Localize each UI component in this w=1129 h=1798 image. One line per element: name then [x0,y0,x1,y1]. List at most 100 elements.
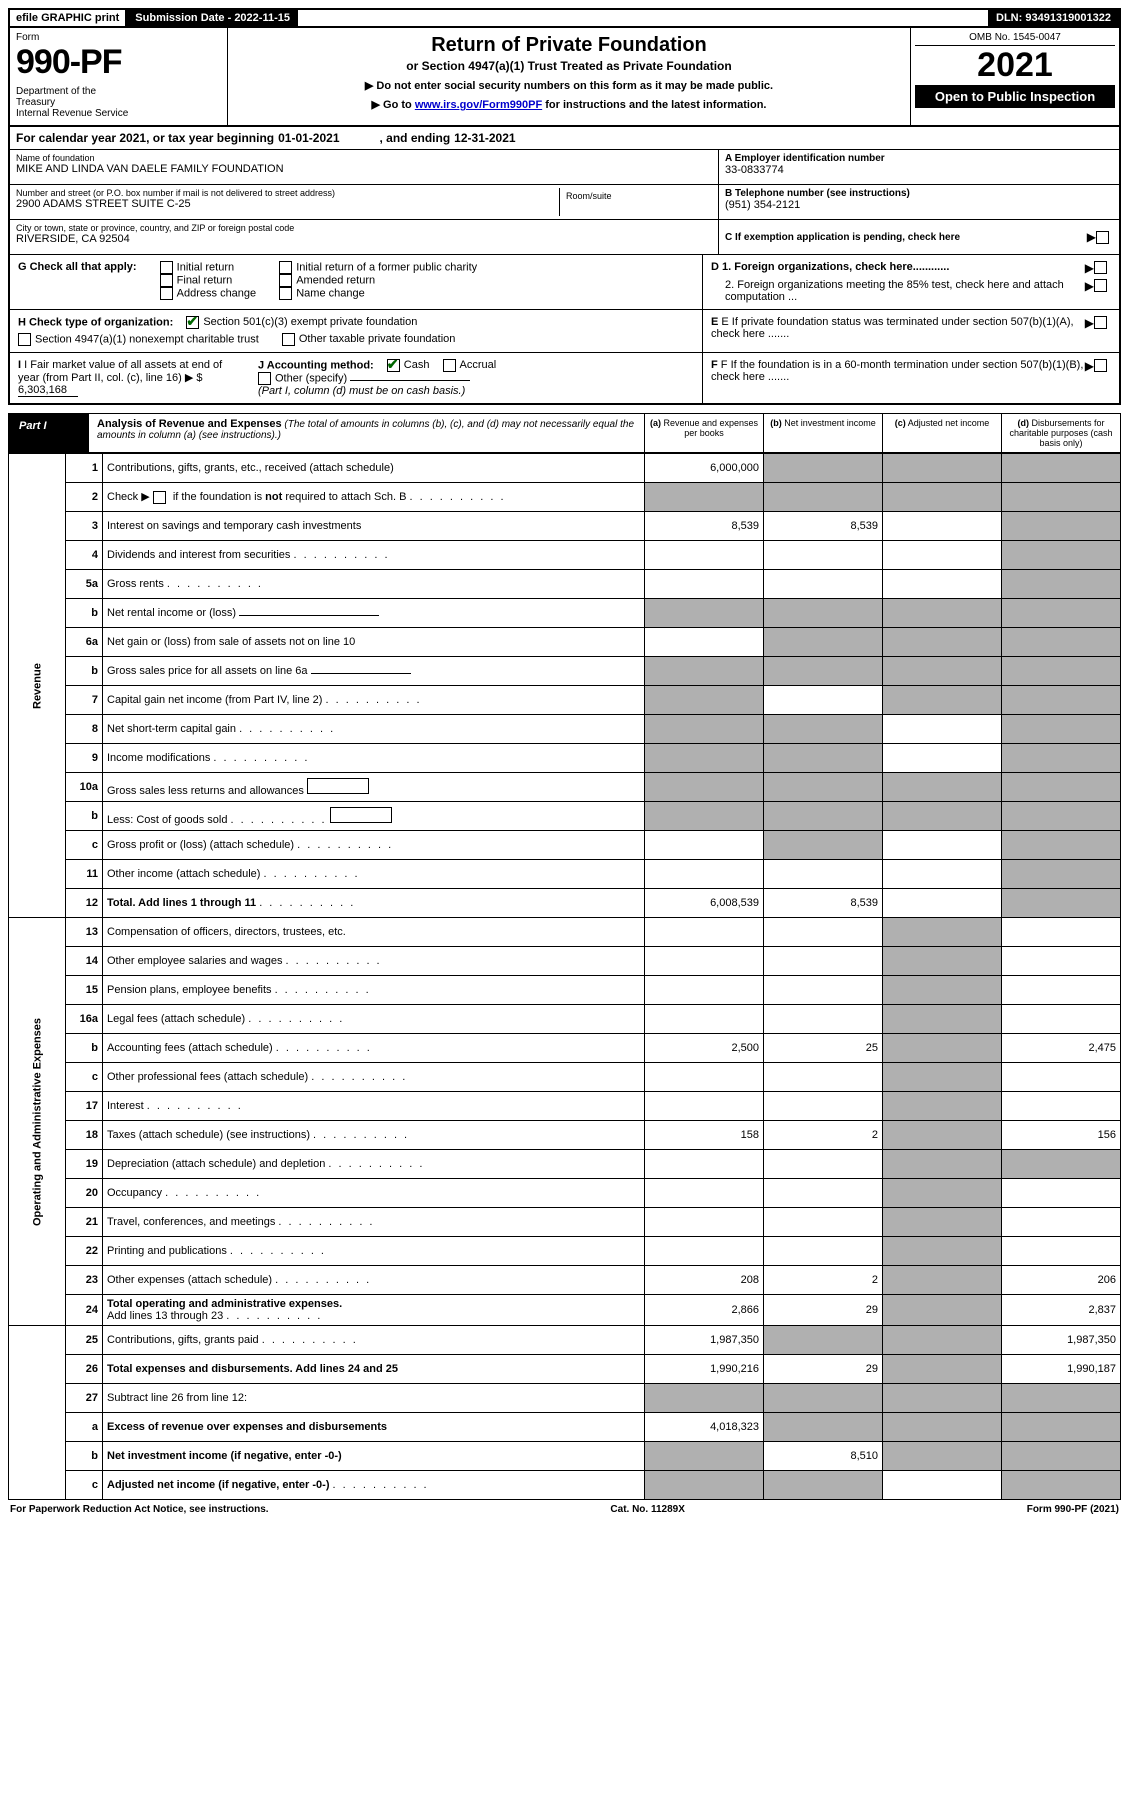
form-label: Form [16,32,221,43]
address-change-checkbox[interactable] [160,287,173,300]
cash-checkbox[interactable] [387,359,400,372]
revenue-side-label: Revenue [9,454,66,918]
table-row: b Net rental income or (loss) [9,599,1121,628]
table-row: 19Depreciation (attach schedule) and dep… [9,1150,1121,1179]
section-i-j-f: I I Fair market value of all assets at e… [8,353,1121,405]
foundation-city: RIVERSIDE, CA 92504 [16,233,712,245]
l18-b: 2 [764,1121,883,1150]
sch-b-checkbox[interactable] [153,491,166,504]
4947a1-checkbox[interactable] [18,333,31,346]
note-link: ▶ Go to www.irs.gov/Form990PF for instru… [238,98,900,111]
tax-year-begin: 01-01-2021 [278,131,339,145]
table-row: 16aLegal fees (attach schedule) [9,1005,1121,1034]
d1-checkbox[interactable] [1094,261,1107,274]
section-c-checkbox[interactable] [1096,231,1109,244]
section-h-e: H Check type of organization: Section 50… [8,310,1121,353]
phone-value: (951) 354-2121 [725,199,1113,211]
form-title: Return of Private Foundation [238,34,900,57]
l23-b: 2 [764,1266,883,1295]
table-row: b Less: Cost of goods sold [9,802,1121,831]
l25-d: 1,987,350 [1002,1326,1121,1355]
table-row: 22Printing and publications [9,1237,1121,1266]
table-row: 5a Gross rents [9,570,1121,599]
l16b-b: 25 [764,1034,883,1063]
l24-a: 2,866 [645,1295,764,1326]
table-row: 8 Net short-term capital gain [9,715,1121,744]
efile-label[interactable]: efile GRAPHIC print [10,10,127,26]
part1-desc: Analysis of Revenue and Expenses (The to… [89,414,644,452]
addr-label: Number and street (or P.O. box number if… [16,188,559,198]
table-row: 27Subtract line 26 from line 12: [9,1384,1121,1413]
section-j-label: J Accounting method: [258,359,374,371]
l26-b: 29 [764,1355,883,1384]
section-d2-label: 2. Foreign organizations meeting the 85%… [711,279,1085,303]
section-f-label: F If the foundation is in a 60-month ter… [711,359,1083,383]
foundation-address: 2900 ADAMS STREET SUITE C-25 [16,198,559,210]
l18-a: 158 [645,1121,764,1150]
name-change-checkbox[interactable] [279,287,292,300]
accrual-checkbox[interactable] [443,359,456,372]
l26-a: 1,990,216 [645,1355,764,1384]
l23-a: 208 [645,1266,764,1295]
l24-d: 2,837 [1002,1295,1121,1326]
tax-year: 2021 [915,46,1115,85]
form-header: Form 990-PF Department of theTreasuryInt… [8,28,1121,127]
l16b-a: 2,500 [645,1034,764,1063]
table-row: 9 Income modifications [9,744,1121,773]
section-g-d: G Check all that apply: Initial return F… [8,255,1121,310]
foundation-info: Name of foundation MIKE AND LINDA VAN DA… [8,150,1121,255]
table-row: aExcess of revenue over expenses and dis… [9,1413,1121,1442]
part1-table: Revenue 1 Contributions, gifts, grants, … [8,453,1121,1500]
arrow-icon: ▶ [1087,230,1096,244]
f-checkbox[interactable] [1094,359,1107,372]
l26-d: 1,990,187 [1002,1355,1121,1384]
phone-label: B Telephone number (see instructions) [725,188,1113,199]
col-b-head: (b) Net investment income [763,414,882,452]
omb-number: OMB No. 1545-0047 [915,30,1115,46]
name-label: Name of foundation [16,153,712,163]
section-h-label: H Check type of organization: [18,316,173,328]
initial-return-checkbox[interactable] [160,261,173,274]
tax-year-end: 12-31-2021 [454,131,515,145]
501c3-checkbox[interactable] [186,316,199,329]
form-footer-label: Form 990-PF (2021) [1027,1504,1119,1515]
table-row: bNet investment income (if negative, ent… [9,1442,1121,1471]
l24-b: 29 [764,1295,883,1326]
form990pf-link[interactable]: www.irs.gov/Form990PF [415,99,542,111]
table-row: 3 Interest on savings and temporary cash… [9,512,1121,541]
other-method-checkbox[interactable] [258,372,271,385]
table-row: 17Interest [9,1092,1121,1121]
section-c-label: C If exemption application is pending, c… [725,232,1087,243]
table-row: 4 Dividends and interest from securities [9,541,1121,570]
note-ssn: ▶ Do not enter social security numbers o… [238,79,900,92]
d2-checkbox[interactable] [1094,279,1107,292]
table-row: 10a Gross sales less returns and allowan… [9,773,1121,802]
col-d-head: (d) Disbursements for charitable purpose… [1001,414,1120,452]
table-row: 15Pension plans, employee benefits [9,976,1121,1005]
page-footer: For Paperwork Reduction Act Notice, see … [8,1500,1121,1519]
other-taxable-checkbox[interactable] [282,333,295,346]
table-row: c Gross profit or (loss) (attach schedul… [9,831,1121,860]
open-public-label: Open to Public Inspection [915,85,1115,108]
part1-header: Part I Analysis of Revenue and Expenses … [8,413,1121,453]
table-row: 7 Capital gain net income (from Part IV,… [9,686,1121,715]
col-a-head: (a) Revenue and expenses per books [644,414,763,452]
table-row: 26Total expenses and disbursements. Add … [9,1355,1121,1384]
table-row: b Gross sales price for all assets on li… [9,657,1121,686]
e-checkbox[interactable] [1094,316,1107,329]
table-row: Revenue 1 Contributions, gifts, grants, … [9,454,1121,483]
table-row: bAccounting fees (attach schedule) 2,500… [9,1034,1121,1063]
section-e-label: E If private foundation status was termi… [711,316,1074,340]
section-j-note: (Part I, column (d) must be on cash basi… [258,385,694,397]
section-g-label: G Check all that apply: [18,261,137,273]
final-return-checkbox[interactable] [160,274,173,287]
fmv-value: 6,303,168 [18,384,78,397]
table-row: 2 Check ▶ if the foundation is not requi… [9,483,1121,512]
section-d1-label: D 1. Foreign organizations, check here..… [711,261,949,273]
l18-d: 156 [1002,1121,1121,1150]
top-bar: efile GRAPHIC print Submission Date - 20… [8,8,1121,28]
amended-return-checkbox[interactable] [279,274,292,287]
table-row: 23Other expenses (attach schedule) 208 2… [9,1266,1121,1295]
initial-former-checkbox[interactable] [279,261,292,274]
table-row: Operating and Administrative Expenses 13… [9,918,1121,947]
